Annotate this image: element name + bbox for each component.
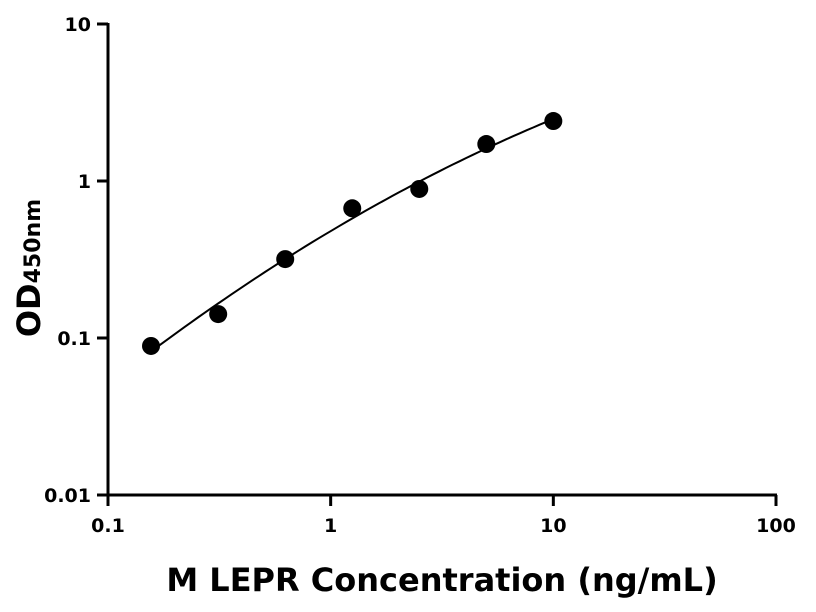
data-point <box>142 336 161 355</box>
axes <box>97 22 778 506</box>
x-tick-label: 100 <box>756 515 796 537</box>
data-point <box>410 179 429 198</box>
y-tick-label: 0.01 <box>44 485 91 507</box>
data-points <box>142 112 563 355</box>
x-tick-label: 1 <box>324 515 337 537</box>
data-point <box>209 305 228 324</box>
y-axis-title-subscript: 450nm <box>21 199 46 284</box>
x-axis-title: M LEPR Concentration (ng/mL) <box>166 561 717 599</box>
y-tick-label: 10 <box>65 14 91 36</box>
y-axis-title-main: OD <box>10 283 48 337</box>
x-tick-label: 10 <box>540 515 566 537</box>
data-point <box>544 112 563 131</box>
data-point <box>477 135 496 154</box>
data-point <box>276 250 295 269</box>
x-tick-label: 0.1 <box>91 515 125 537</box>
y-tick-label: 0.1 <box>57 328 91 350</box>
y-axis-title: OD450nm <box>10 199 48 337</box>
data-point <box>343 199 362 218</box>
y-tick-label: 1 <box>78 171 91 193</box>
